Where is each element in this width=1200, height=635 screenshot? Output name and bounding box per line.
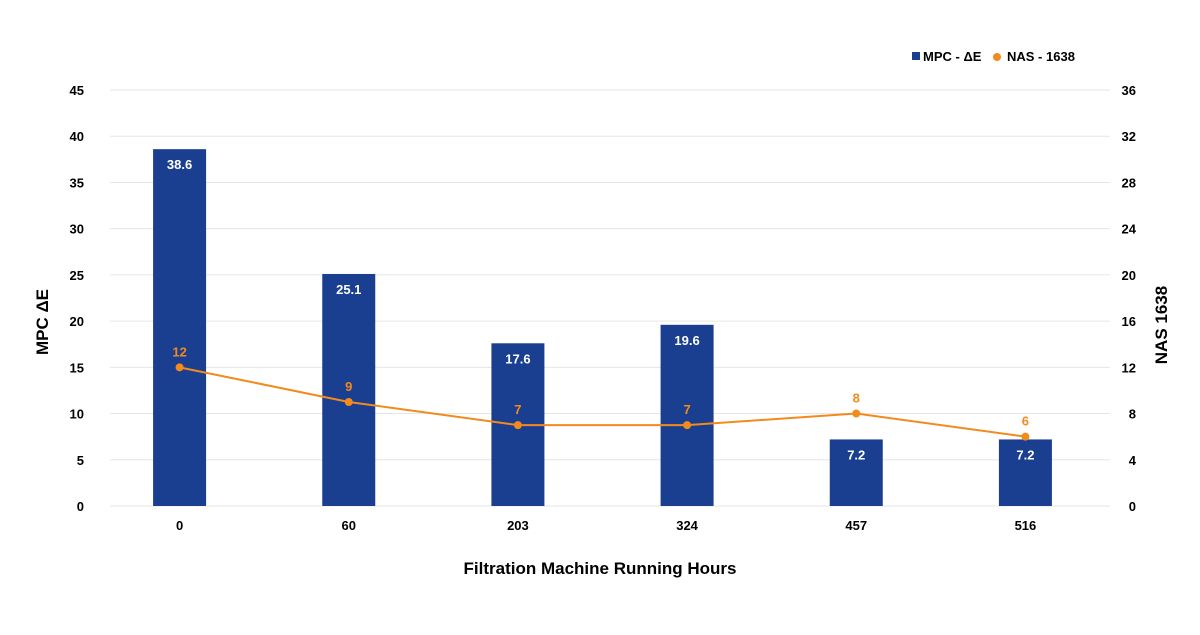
x-axis-title: Filtration Machine Running Hours xyxy=(464,559,737,578)
x-tick-label: 516 xyxy=(1015,518,1037,533)
y-tick-label: 0 xyxy=(77,499,84,514)
y-tick-label: 40 xyxy=(70,129,84,144)
y2-tick-label: 4 xyxy=(1129,453,1137,468)
y2-tick-label: 0 xyxy=(1129,499,1136,514)
y2-tick-label: 20 xyxy=(1122,268,1136,283)
bar-value-label: 7.2 xyxy=(1016,447,1034,462)
bar-value-label: 17.6 xyxy=(505,351,530,366)
y2-tick-label: 16 xyxy=(1122,314,1136,329)
y-tick-label: 5 xyxy=(77,453,84,468)
line-point xyxy=(683,421,692,430)
bar-value-label: 7.2 xyxy=(847,447,865,462)
line-point xyxy=(852,409,861,418)
x-tick-label: 203 xyxy=(507,518,529,533)
line-point xyxy=(513,421,522,430)
x-tick-label: 324 xyxy=(676,518,698,533)
x-tick-label: 60 xyxy=(342,518,356,533)
y2-tick-label: 8 xyxy=(1129,407,1136,422)
x-tick-label: 0 xyxy=(176,518,183,533)
line-point xyxy=(175,363,184,372)
y2-axis-title: NAS 1638 xyxy=(1152,286,1171,364)
y-tick-label: 25 xyxy=(70,268,84,283)
line-value-label: 7 xyxy=(683,402,690,417)
y-axis-title: MPC ΔE xyxy=(33,289,52,355)
bar-value-label: 38.6 xyxy=(167,157,192,172)
line-value-label: 8 xyxy=(853,391,860,406)
y-tick-label: 45 xyxy=(70,83,84,98)
bar-value-label: 19.6 xyxy=(674,333,699,348)
bar xyxy=(153,149,207,507)
line-point xyxy=(344,398,353,406)
legend-swatch-mpc xyxy=(912,52,920,60)
y2-tick-label: 12 xyxy=(1122,360,1136,375)
right-y-axis: 0 4 8 12 16 20 24 28 32 36 xyxy=(1122,83,1137,514)
bar xyxy=(829,439,883,506)
bar xyxy=(998,439,1052,506)
nas-line xyxy=(179,366,1026,438)
bar-value-label: 25.1 xyxy=(336,282,361,297)
left-y-axis: 0 5 10 15 20 25 30 35 40 45 xyxy=(70,83,84,514)
y-tick-label: 20 xyxy=(70,314,84,329)
y2-tick-label: 36 xyxy=(1122,83,1136,98)
line-value-label: 6 xyxy=(1022,414,1029,429)
y-tick-label: 30 xyxy=(70,222,84,237)
x-axis: 0 60 203 324 457 516 xyxy=(176,518,1036,533)
line-value-label: 12 xyxy=(172,344,186,359)
y-tick-label: 15 xyxy=(70,360,84,375)
bar xyxy=(322,273,376,506)
y-tick-label: 35 xyxy=(70,175,84,190)
y2-tick-label: 32 xyxy=(1122,129,1136,144)
line-series: 12 9 7 7 8 6 xyxy=(172,344,1030,441)
legend-label-nas: NAS - 1638 xyxy=(1007,49,1075,64)
legend-label-mpc: MPC - ΔE xyxy=(923,49,982,64)
line-value-label: 9 xyxy=(345,379,352,394)
y2-tick-label: 28 xyxy=(1122,175,1136,190)
y-tick-label: 10 xyxy=(70,407,84,422)
x-tick-label: 457 xyxy=(845,518,867,533)
gridlines xyxy=(110,89,1110,507)
bar-series: 38.6 25.1 17.6 19.6 7.2 7.2 xyxy=(153,149,1052,507)
legend: MPC - ΔE NAS - 1638 xyxy=(912,49,1075,64)
y2-tick-label: 24 xyxy=(1122,222,1137,237)
bar xyxy=(660,324,714,506)
line-value-label: 7 xyxy=(514,402,521,417)
line-point xyxy=(1021,432,1030,441)
legend-swatch-nas xyxy=(993,53,1001,61)
